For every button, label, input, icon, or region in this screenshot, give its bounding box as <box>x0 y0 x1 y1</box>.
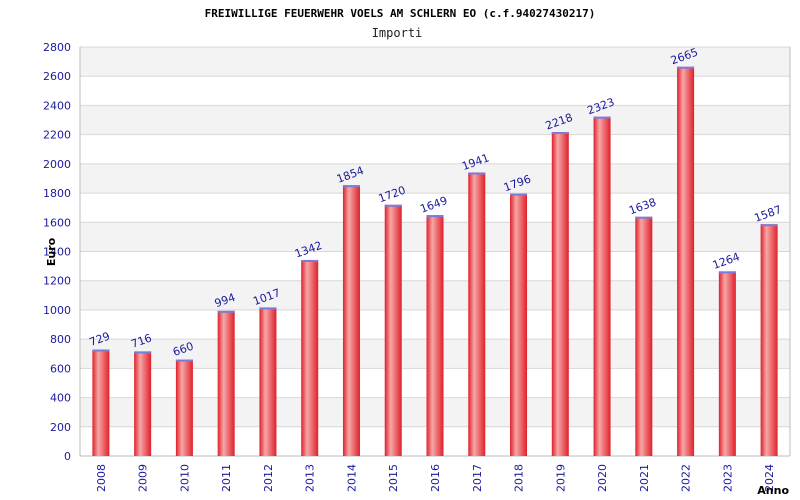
bar <box>217 310 235 456</box>
x-tick-label: 2019 <box>554 464 567 492</box>
y-tick-labels: 0 200 400 600 800 1000 1200 1400 1600 1800 2000 220… <box>43 41 71 463</box>
x-axis-title: Anno <box>757 484 789 497</box>
x-tick-label: 2010 <box>178 464 191 492</box>
y-tick-label: 2000 <box>43 158 71 171</box>
x-tick-label: 2011 <box>220 464 233 492</box>
bar-top <box>593 116 611 119</box>
bar <box>677 66 695 457</box>
x-tick-label: 2008 <box>95 464 108 492</box>
chart-title: FREIWILLIGE FEUERWEHR VOELS AM SCHLERN E… <box>205 7 596 20</box>
y-tick-label: 600 <box>50 362 71 375</box>
x-tick-label: 2009 <box>137 464 150 492</box>
bar <box>635 216 653 456</box>
bar <box>92 349 110 456</box>
bar <box>134 351 152 456</box>
bar <box>718 271 736 456</box>
y-tick-label: 200 <box>50 421 71 434</box>
y-axis-title: Euro <box>45 237 58 266</box>
y-tick-label: 1000 <box>43 304 71 317</box>
y-tick-label: 2200 <box>43 129 71 142</box>
bar <box>342 185 360 456</box>
x-tick-label: 2023 <box>721 464 734 492</box>
plot-band <box>80 134 790 164</box>
y-tick-label: 2800 <box>43 41 71 54</box>
bar <box>510 193 528 457</box>
bar <box>551 132 569 457</box>
plot-band <box>80 76 790 106</box>
x-tick-label: 2015 <box>387 464 400 492</box>
bar-top <box>301 259 319 262</box>
bar-top <box>760 224 778 227</box>
bar-top <box>718 271 736 274</box>
bar <box>426 215 444 456</box>
plot-band <box>80 105 790 135</box>
bar-top <box>468 172 486 175</box>
bar-top <box>426 215 444 218</box>
x-tick-label: 2012 <box>262 464 275 492</box>
bar-top <box>217 310 235 313</box>
bar-top <box>635 216 653 219</box>
bar <box>301 259 319 456</box>
y-tick-label: 800 <box>50 333 71 346</box>
x-tick-label: 2024 <box>763 464 776 492</box>
bar-series <box>92 66 778 457</box>
bar-top <box>551 132 569 135</box>
bar <box>468 172 486 457</box>
y-tick-label: 0 <box>64 450 71 463</box>
bar <box>384 204 402 456</box>
bar-top <box>677 66 695 69</box>
x-tick-label: 2021 <box>638 464 651 492</box>
y-tick-label: 2400 <box>43 99 71 112</box>
x-tick-label: 2020 <box>596 464 609 492</box>
y-tick-label: 1800 <box>43 187 71 200</box>
bar <box>259 307 277 456</box>
bar-top <box>342 185 360 188</box>
x-tick-label: 2018 <box>513 464 526 492</box>
x-tick-label: 2017 <box>471 464 484 492</box>
plot-band <box>80 163 790 194</box>
chart-subtitle: Importi <box>372 26 423 40</box>
y-tick-label: 400 <box>50 392 71 405</box>
y-tick-label: 1600 <box>43 216 71 229</box>
bar <box>760 224 778 456</box>
bar-top <box>175 359 193 362</box>
bar-top <box>384 204 402 207</box>
bar <box>593 116 611 456</box>
x-tick-label: 2014 <box>345 464 358 492</box>
x-tick-label: 2022 <box>680 464 693 492</box>
x-tick-labels: 2008 2009 2010 2011 2012 2013 2014 2015 2016 2017… <box>95 464 776 492</box>
bar <box>175 359 193 456</box>
plot-band <box>80 47 790 77</box>
bar-top <box>259 307 277 310</box>
y-tick-label: 1200 <box>43 275 71 288</box>
bar-top <box>510 193 528 196</box>
y-tick-label: 1400 <box>43 246 71 259</box>
y-tick-label: 2600 <box>43 70 71 83</box>
x-tick-label: 2013 <box>304 464 317 492</box>
bar-top <box>92 349 110 352</box>
x-tick-label: 2016 <box>429 464 442 492</box>
bar-top <box>134 351 152 354</box>
